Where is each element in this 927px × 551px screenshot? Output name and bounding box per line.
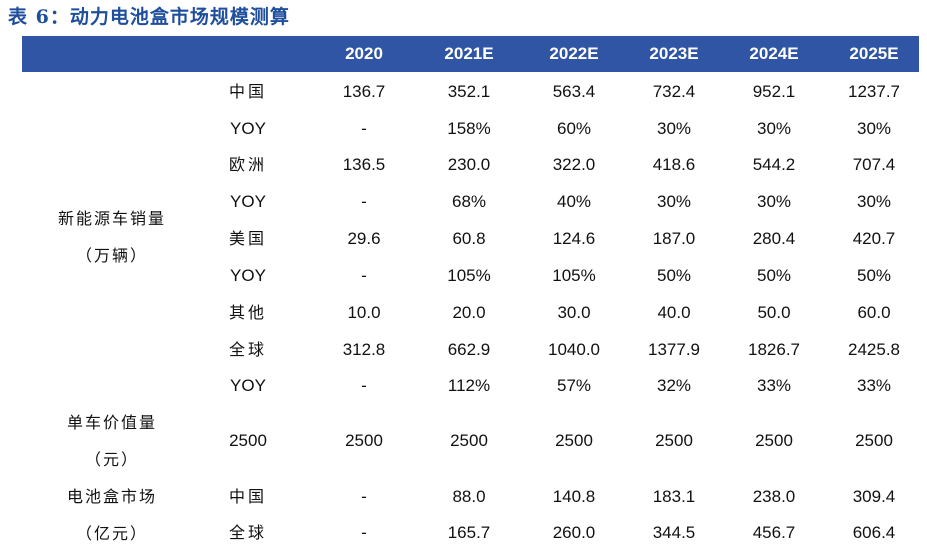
table-cell: - [361,192,367,211]
row-label: 2500 [229,431,267,450]
table-cell: 1826.7 [748,340,800,359]
row-label: 全球 [228,340,267,359]
table-cell: 309.4 [852,487,896,506]
table-cell: 10.0 [347,303,381,322]
table-cell: 50% [756,266,792,285]
table-cell: - [361,266,367,285]
group-unit-battery-box-market: （亿元） [75,524,148,543]
table-cell: 344.5 [652,523,696,542]
table-cell: 140.8 [552,487,596,506]
table-cell: 312.8 [342,340,386,359]
table-cell: 30% [856,192,892,211]
table-cell: 662.9 [447,340,491,359]
table-cell: 105% [552,266,596,285]
row-label: YOY [230,376,266,395]
table-cell: 40% [556,192,592,211]
group-unit-unit-value: （元） [84,450,139,469]
table-cell: 33% [756,376,792,395]
row-label: YOY [230,266,266,285]
table-cell: - [361,119,367,138]
table-cell: 606.4 [852,523,896,542]
table-cell: 29.6 [347,229,381,248]
table-cell: 322.0 [552,155,596,174]
table-cell: 2500 [555,431,593,450]
column-header: 2022E [549,44,599,63]
row-label: 欧洲 [228,155,267,174]
table-cell: 50% [856,266,892,285]
table-cell: 707.4 [852,155,896,174]
table-cell: 2500 [855,431,893,450]
table-cell: 105% [447,266,491,285]
table-cell: 60.8 [452,229,486,248]
column-header: 2025E [849,44,899,63]
row-label: 中国 [228,487,267,506]
table-cell: 60% [556,119,592,138]
table-cell: 2500 [655,431,693,450]
table-cell: 544.2 [752,155,796,174]
table-cell: 57% [556,376,592,395]
row-label: 中国 [228,82,267,101]
table-cell: 183.1 [652,487,696,506]
table-cell: 260.0 [552,523,596,542]
table-cell: - [361,523,367,542]
table-cell: 88.0 [452,487,486,506]
table-cell: 136.5 [342,155,386,174]
row-label: 美国 [228,229,267,248]
table-cell: 352.1 [447,82,491,101]
table-cell: 50% [656,266,692,285]
table-cell: - [361,487,367,506]
table-cell: 33% [856,376,892,395]
table-cell: 165.7 [447,523,491,542]
table-cell: 30.0 [557,303,591,322]
table-cell: 418.6 [652,155,696,174]
table-cell: - [361,376,367,395]
table-cell: 2500 [345,431,383,450]
table-title: 表 6：动力电池盒市场规模测算 [8,6,290,28]
table-cell: 1377.9 [648,340,700,359]
column-header: 2024E [749,44,799,63]
column-header: 2023E [649,44,699,63]
column-header: 2020 [345,44,383,63]
column-header: 2021E [444,44,494,63]
table-cell: 50.0 [757,303,791,322]
table-cell: 238.0 [752,487,796,506]
table-cell: 952.1 [752,82,796,101]
table-cell: 20.0 [452,303,486,322]
table-cell: 40.0 [657,303,691,322]
table-cell: 2500 [450,431,488,450]
table-cell: 30% [856,119,892,138]
table-cell: 2425.8 [848,340,900,359]
table-cell: 136.7 [342,82,386,101]
table-cell: 732.4 [652,82,696,101]
table-cell: 1237.7 [848,82,900,101]
row-label: YOY [230,119,266,138]
table-header: 2020 2021E 2022E 2023E 2024E 2025E [22,36,919,72]
row-label: YOY [230,192,266,211]
table-cell: 563.4 [552,82,596,101]
group-label-unit-value: 单车价值量 [66,413,157,432]
table-cell: 124.6 [552,229,596,248]
group-label-ev-sales: 新能源车销量 [57,209,166,228]
group-label-battery-box-market: 电池盒市场 [66,487,157,506]
table-cell: 1040.0 [548,340,600,359]
table-cell: 30% [756,192,792,211]
table-cell: 30% [656,192,692,211]
row-label: 其他 [228,303,267,322]
table-cell: 112% [447,376,491,395]
group-unit-ev-sales: （万辆） [75,246,148,265]
table-cell: 230.0 [447,155,491,174]
table-cell: 187.0 [652,229,696,248]
row-label: 全球 [228,523,267,542]
table-cell: 280.4 [752,229,796,248]
table-cell: 158% [447,119,491,138]
table-cell: 456.7 [752,523,796,542]
table-cell: 2500 [755,431,793,450]
table-cell: 68% [451,192,487,211]
table-cell: 30% [756,119,792,138]
table-cell: 420.7 [852,229,896,248]
table-cell: 60.0 [857,303,891,322]
table-cell: 30% [656,119,692,138]
table-cell: 32% [656,376,692,395]
